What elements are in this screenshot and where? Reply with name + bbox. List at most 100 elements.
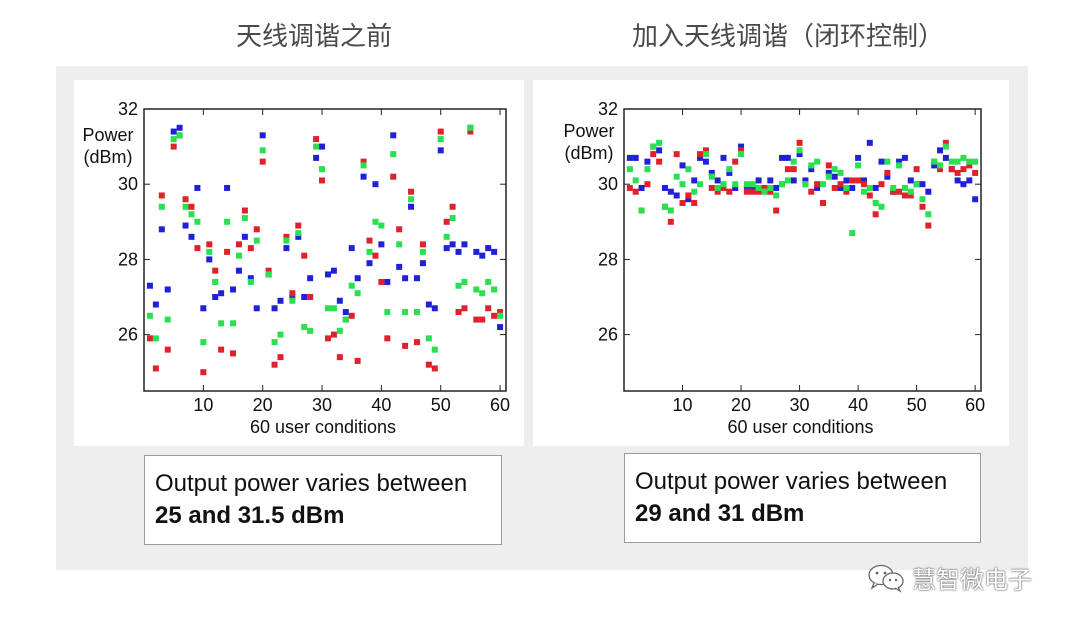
data-point-green <box>872 200 879 206</box>
data-point-red <box>919 203 926 210</box>
data-point-green <box>761 188 768 195</box>
data-point-green <box>825 173 832 180</box>
data-point-red <box>372 252 379 259</box>
data-point-blue <box>224 184 231 191</box>
data-point-green <box>679 181 686 188</box>
data-point-red <box>825 162 832 169</box>
data-point-green <box>224 218 231 225</box>
y-tick-label: 30 <box>598 174 618 194</box>
data-point-blue <box>152 301 159 308</box>
data-point-green <box>218 320 225 327</box>
data-point-red <box>966 162 973 169</box>
data-point-green <box>230 320 237 327</box>
data-point-green <box>330 305 337 312</box>
data-point-red <box>253 226 260 233</box>
data-point-green <box>461 278 468 285</box>
x-tick-label: 50 <box>431 395 451 415</box>
data-point-green <box>691 188 698 195</box>
data-point-blue <box>708 169 715 176</box>
data-point-red <box>972 169 979 176</box>
x-tick-label: 40 <box>848 395 868 415</box>
data-point-red <box>461 305 468 312</box>
data-point-green <box>455 282 462 289</box>
data-point-green <box>408 196 415 203</box>
data-point-red <box>626 184 633 191</box>
data-point-green <box>497 312 504 319</box>
data-point-green <box>784 177 791 184</box>
data-point-red <box>697 151 704 158</box>
data-point-red <box>378 278 385 285</box>
data-point-blue <box>907 177 914 184</box>
data-point-blue <box>942 154 949 161</box>
data-point-red <box>491 312 498 319</box>
data-point-green <box>843 184 850 191</box>
data-point-blue <box>767 177 774 184</box>
data-point-green <box>378 222 385 229</box>
data-point-red <box>726 188 733 195</box>
data-point-blue <box>919 181 926 188</box>
data-point-green <box>425 335 432 342</box>
data-point-red <box>714 188 721 195</box>
data-point-green <box>235 252 242 259</box>
y-tick-label: 32 <box>598 99 618 119</box>
data-point-green <box>714 184 721 191</box>
data-point-blue <box>212 294 219 300</box>
data-point-green <box>720 181 727 188</box>
data-point-blue <box>396 263 403 270</box>
data-point-blue <box>849 184 856 191</box>
data-point-green <box>467 124 474 131</box>
data-point-green <box>656 139 663 146</box>
data-point-green <box>954 158 961 165</box>
data-point-green <box>890 184 897 191</box>
data-point-blue <box>925 188 932 195</box>
data-point-red <box>366 237 373 244</box>
data-point-green <box>638 207 645 214</box>
data-point-green <box>164 316 171 323</box>
data-point-blue <box>843 177 850 184</box>
data-point-green <box>790 158 797 165</box>
data-point-green <box>194 218 201 225</box>
data-point-green <box>626 166 633 173</box>
x-tick-label: 30 <box>790 395 810 415</box>
data-point-blue <box>235 267 242 274</box>
data-point-blue <box>455 248 462 255</box>
data-point-red <box>860 181 867 188</box>
data-point-blue <box>632 154 639 161</box>
data-point-green <box>779 181 786 188</box>
data-point-blue <box>831 173 838 180</box>
data-point-blue <box>378 241 385 248</box>
data-point-red <box>732 158 739 165</box>
data-point-green <box>925 211 932 218</box>
data-point-green <box>206 248 213 255</box>
y-tick-label: 32 <box>118 99 138 119</box>
x-tick-label: 20 <box>253 395 273 415</box>
data-point-blue <box>702 158 709 165</box>
data-point-green <box>831 166 838 173</box>
data-point-green <box>732 181 739 188</box>
data-point-red <box>884 169 891 176</box>
data-point-blue <box>743 184 750 191</box>
data-point-red <box>402 342 409 349</box>
data-point-green <box>200 339 207 346</box>
data-point-red <box>200 369 207 376</box>
data-point-blue <box>749 184 756 191</box>
data-point-green <box>755 184 762 191</box>
data-point-green <box>960 154 967 161</box>
data-point-green <box>767 184 774 191</box>
data-point-green <box>708 173 715 180</box>
data-point-green <box>396 241 403 248</box>
data-point-green <box>366 248 373 255</box>
data-point-blue <box>931 162 938 169</box>
data-point-red <box>866 192 873 199</box>
data-point-blue <box>200 305 207 312</box>
y-axis-label: Power <box>82 125 133 145</box>
data-point-blue <box>176 124 183 131</box>
data-point-green <box>773 192 780 199</box>
data-point-red <box>749 188 756 195</box>
data-point-blue <box>866 139 873 146</box>
data-point-blue <box>253 305 260 312</box>
x-tick-label: 20 <box>731 395 751 415</box>
data-point-red <box>413 339 420 346</box>
data-point-green <box>241 215 248 222</box>
x-tick-label: 30 <box>312 395 332 415</box>
